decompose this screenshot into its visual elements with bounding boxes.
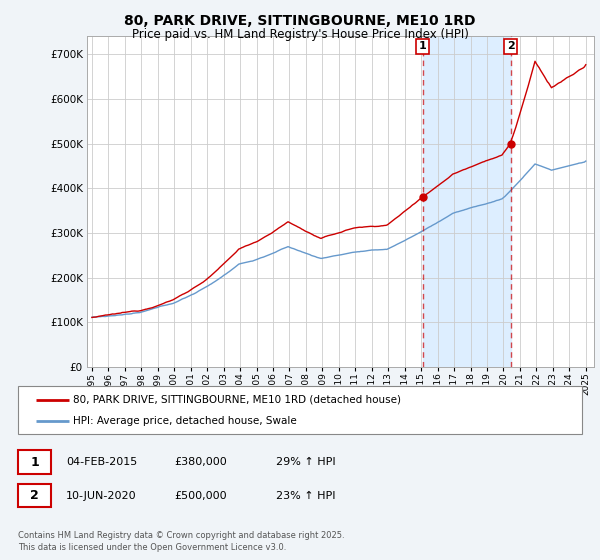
Text: 04-FEB-2015: 04-FEB-2015 (66, 457, 137, 467)
Text: 80, PARK DRIVE, SITTINGBOURNE, ME10 1RD (detached house): 80, PARK DRIVE, SITTINGBOURNE, ME10 1RD … (73, 395, 401, 405)
Text: 2: 2 (30, 489, 39, 502)
Text: 80, PARK DRIVE, SITTINGBOURNE, ME10 1RD: 80, PARK DRIVE, SITTINGBOURNE, ME10 1RD (124, 14, 476, 28)
Text: 29% ↑ HPI: 29% ↑ HPI (276, 457, 335, 467)
Bar (422, 36, 511, 367)
Text: Price paid vs. HM Land Registry's House Price Index (HPI): Price paid vs. HM Land Registry's House … (131, 28, 469, 41)
Text: 2: 2 (507, 41, 515, 52)
Text: 1: 1 (419, 41, 427, 52)
Text: 1: 1 (30, 455, 39, 469)
Text: 23% ↑ HPI: 23% ↑ HPI (276, 491, 335, 501)
Text: £500,000: £500,000 (174, 491, 227, 501)
Text: £380,000: £380,000 (174, 457, 227, 467)
Text: HPI: Average price, detached house, Swale: HPI: Average price, detached house, Swal… (73, 416, 297, 426)
Text: 10-JUN-2020: 10-JUN-2020 (66, 491, 137, 501)
Text: Contains HM Land Registry data © Crown copyright and database right 2025.
This d: Contains HM Land Registry data © Crown c… (18, 531, 344, 552)
